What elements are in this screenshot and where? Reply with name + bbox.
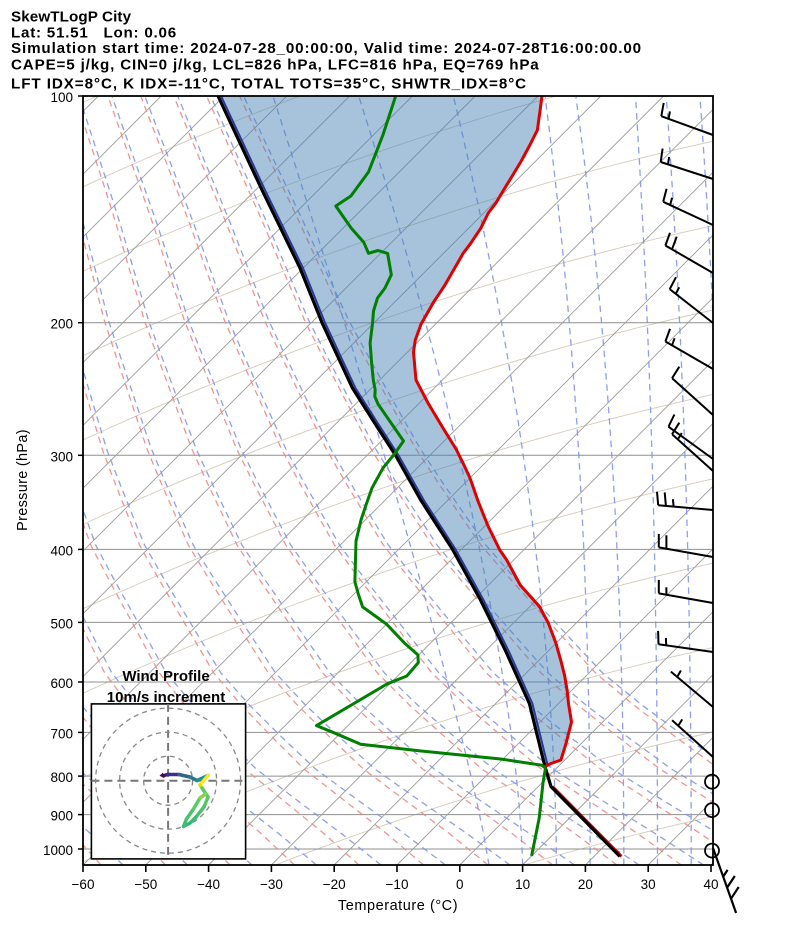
svg-text:10: 10 bbox=[515, 877, 530, 892]
svg-text:Simulation start time: 2024-07: Simulation start time: 2024-07-28_00:00:… bbox=[11, 40, 642, 57]
svg-text:−30: −30 bbox=[260, 877, 283, 892]
svg-text:30: 30 bbox=[641, 877, 656, 892]
svg-text:−20: −20 bbox=[323, 877, 346, 892]
svg-text:Pressure (hPa): Pressure (hPa) bbox=[15, 429, 31, 531]
svg-text:Temperature (°C): Temperature (°C) bbox=[338, 898, 458, 914]
svg-text:10m/s increment: 10m/s increment bbox=[107, 689, 225, 706]
svg-text:700: 700 bbox=[50, 726, 73, 741]
svg-text:−10: −10 bbox=[386, 877, 409, 892]
svg-text:Lat: 51.51 Lon: 0.06: Lat: 51.51 Lon: 0.06 bbox=[11, 24, 177, 41]
svg-text:−40: −40 bbox=[197, 877, 220, 892]
svg-text:800: 800 bbox=[50, 770, 73, 785]
svg-text:Wind Profile: Wind Profile bbox=[122, 668, 209, 685]
svg-text:CAPE=5 j/kg, CIN=0 j/kg, LCL=8: CAPE=5 j/kg, CIN=0 j/kg, LCL=826 hPa, LF… bbox=[11, 56, 540, 73]
svg-text:20: 20 bbox=[578, 877, 593, 892]
svg-text:600: 600 bbox=[50, 676, 73, 691]
svg-text:−50: −50 bbox=[134, 877, 157, 892]
svg-text:300: 300 bbox=[50, 449, 73, 464]
svg-text:400: 400 bbox=[50, 543, 73, 558]
svg-text:0: 0 bbox=[456, 877, 464, 892]
svg-text:SkewTLogP City: SkewTLogP City bbox=[11, 9, 132, 26]
svg-text:500: 500 bbox=[50, 616, 73, 631]
svg-text:−60: −60 bbox=[72, 877, 95, 892]
svg-text:900: 900 bbox=[50, 809, 73, 824]
svg-text:100: 100 bbox=[50, 90, 73, 105]
svg-text:40: 40 bbox=[703, 877, 718, 892]
svg-text:200: 200 bbox=[50, 317, 73, 332]
svg-text:LFT IDX=8°C, K IDX=-11°C, TOTA: LFT IDX=8°C, K IDX=-11°C, TOTAL TOTS=35°… bbox=[11, 76, 527, 93]
svg-text:1000: 1000 bbox=[43, 843, 73, 858]
